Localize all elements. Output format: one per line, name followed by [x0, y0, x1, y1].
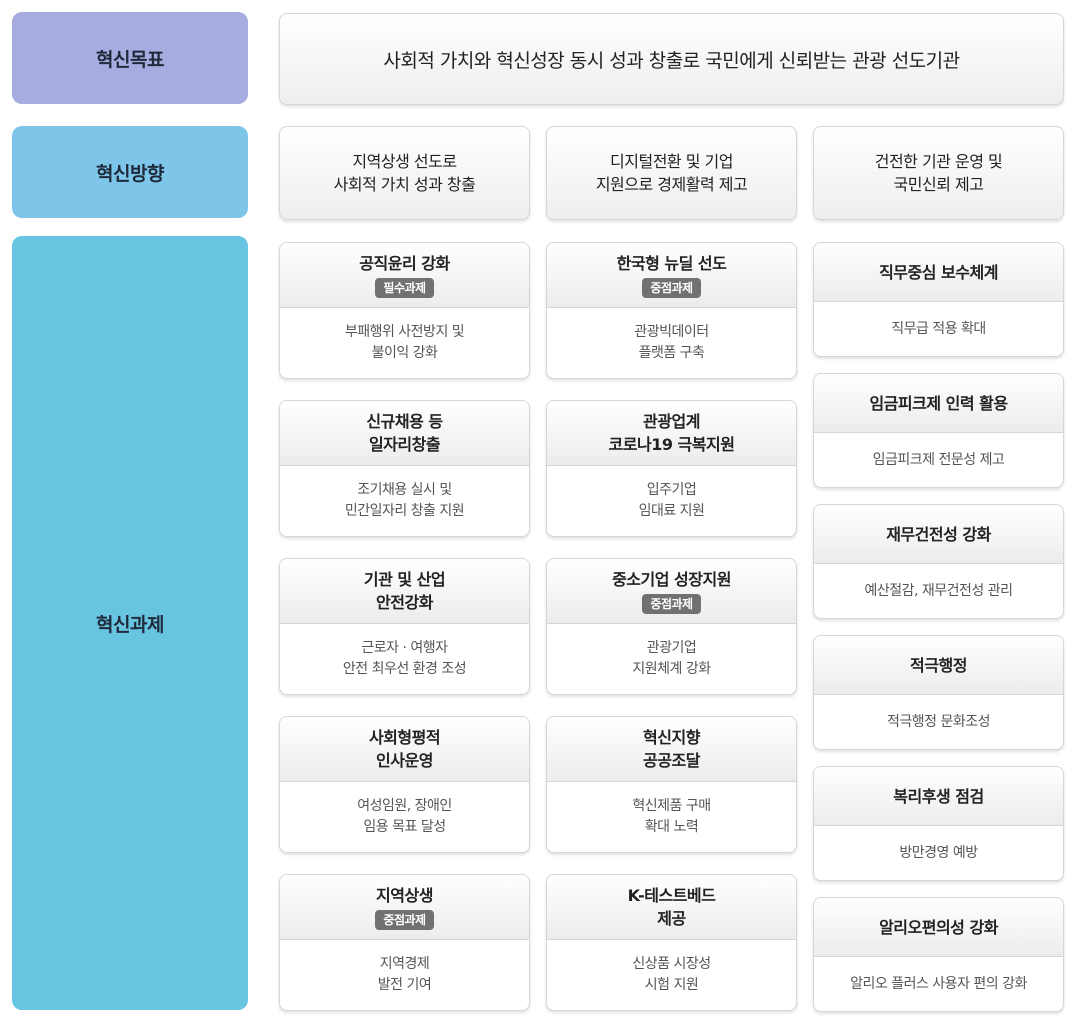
task-card-header: 한국형 뉴딜 선도 중점과제 — [547, 243, 796, 308]
task-title: 적극행정 — [814, 636, 1063, 695]
task-description: 임금피크제 전문성 제고 — [872, 451, 1005, 468]
task-description: 직무급 적용 확대 — [891, 320, 986, 337]
task-card-regional: 지역상생 중점과제 지역경제 발전 기여 — [279, 874, 530, 1011]
task-title: 사회형평적 인사운영 — [280, 717, 529, 782]
key-task-badge: 중점과제 — [642, 278, 701, 298]
task-description: 예산절감, 재무건전성 관리 — [864, 582, 1013, 599]
task-card-new-deal: 한국형 뉴딜 선도 중점과제 관광빅데이터 플랫폼 구축 — [546, 242, 797, 379]
task-description: 여성임원, 장애인 임용 목표 달성 — [357, 798, 452, 835]
task-card-proactive-admin: 적극행정 적극행정 문화조성 — [813, 635, 1064, 750]
task-card-header: 중소기업 성장지원 중점과제 — [547, 559, 796, 624]
task-card-job-pay: 직무중심 보수체계 직무급 적용 확대 — [813, 242, 1064, 357]
task-card-alio: 알리오편의성 강화 알리오 플러스 사용자 편의 강화 — [813, 897, 1064, 1012]
task-description: 적극행정 문화조성 — [887, 713, 991, 730]
task-title: 공직윤리 강화 — [359, 254, 450, 273]
task-description: 지역경제 발전 기여 — [377, 956, 432, 993]
innovation-goal-label: 혁신목표 — [12, 12, 248, 104]
task-description: 관광기업 지원체계 강화 — [632, 640, 711, 677]
task-title: 직무중심 보수체계 — [814, 243, 1063, 302]
task-card-wage-peak: 임금피크제 인력 활용 임금피크제 전문성 제고 — [813, 373, 1064, 488]
task-card-safety: 기관 및 산업 안전강화 근로자 · 여행자 안전 최우선 환경 조성 — [279, 558, 530, 695]
task-description: 방만경영 예방 — [899, 844, 978, 861]
task-title: 신규채용 등 일자리창출 — [280, 401, 529, 466]
task-description: 조기채용 실시 및 민간일자리 창출 지원 — [344, 482, 465, 519]
task-title: 지역상생 — [376, 886, 433, 905]
task-title: 복리후생 점검 — [814, 767, 1063, 826]
task-card-equity-hr: 사회형평적 인사운영 여성임원, 장애인 임용 목표 달성 — [279, 716, 530, 853]
task-card-finance: 재무건전성 강화 예산절감, 재무건전성 관리 — [813, 504, 1064, 619]
task-card-ethics: 공직윤리 강화 필수과제 부패행위 사전방지 및 불이익 강화 — [279, 242, 530, 379]
task-description: 부패행위 사전방지 및 불이익 강화 — [344, 324, 465, 361]
task-card-procurement: 혁신지향 공공조달 혁신제품 구매 확대 노력 — [546, 716, 797, 853]
task-title: 혁신지향 공공조달 — [547, 717, 796, 782]
innovation-goal-box: 사회적 가치와 혁신성장 동시 성과 창출로 국민에게 신뢰받는 관광 선도기관 — [279, 13, 1064, 105]
direction-box-2: 디지털전환 및 기업 지원으로 경제활력 제고 — [546, 126, 797, 220]
task-card-testbed: K-테스트베드 제공 신상품 시장성 시험 지원 — [546, 874, 797, 1011]
task-title: 한국형 뉴딜 선도 — [616, 254, 727, 273]
task-description: 근로자 · 여행자 안전 최우선 환경 조성 — [342, 640, 467, 677]
task-title: 관광업계 코로나19 극복지원 — [547, 401, 796, 466]
task-description: 입주기업 임대료 지원 — [638, 482, 705, 519]
task-card-welfare: 복리후생 점검 방만경영 예방 — [813, 766, 1064, 881]
task-title: K-테스트베드 제공 — [547, 875, 796, 940]
key-task-badge: 중점과제 — [375, 910, 434, 930]
innovation-direction-label: 혁신방향 — [12, 126, 248, 218]
task-description: 혁신제품 구매 확대 노력 — [632, 798, 711, 835]
task-card-sme-growth: 중소기업 성장지원 중점과제 관광기업 지원체계 강화 — [546, 558, 797, 695]
task-title: 중소기업 성장지원 — [612, 570, 731, 589]
task-title: 기관 및 산업 안전강화 — [280, 559, 529, 624]
task-description: 알리오 플러스 사용자 편의 강화 — [850, 975, 1027, 992]
direction-box-3: 건전한 기관 운영 및 국민신뢰 제고 — [813, 126, 1064, 220]
task-card-hiring: 신규채용 등 일자리창출 조기채용 실시 및 민간일자리 창출 지원 — [279, 400, 530, 537]
direction-box-1: 지역상생 선도로 사회적 가치 성과 창출 — [279, 126, 530, 220]
task-title: 임금피크제 인력 활용 — [814, 374, 1063, 433]
task-title: 알리오편의성 강화 — [814, 898, 1063, 957]
innovation-tasks-label: 혁신과제 — [12, 236, 248, 1010]
task-card-header: 지역상생 중점과제 — [280, 875, 529, 940]
required-task-badge: 필수과제 — [375, 278, 434, 298]
task-title: 재무건전성 강화 — [814, 505, 1063, 564]
task-description: 관광빅데이터 플랫폼 구축 — [634, 324, 709, 361]
task-card-covid-support: 관광업계 코로나19 극복지원 입주기업 임대료 지원 — [546, 400, 797, 537]
key-task-badge: 중점과제 — [642, 594, 701, 614]
task-card-header: 공직윤리 강화 필수과제 — [280, 243, 529, 308]
task-description: 신상품 시장성 시험 지원 — [632, 956, 711, 993]
